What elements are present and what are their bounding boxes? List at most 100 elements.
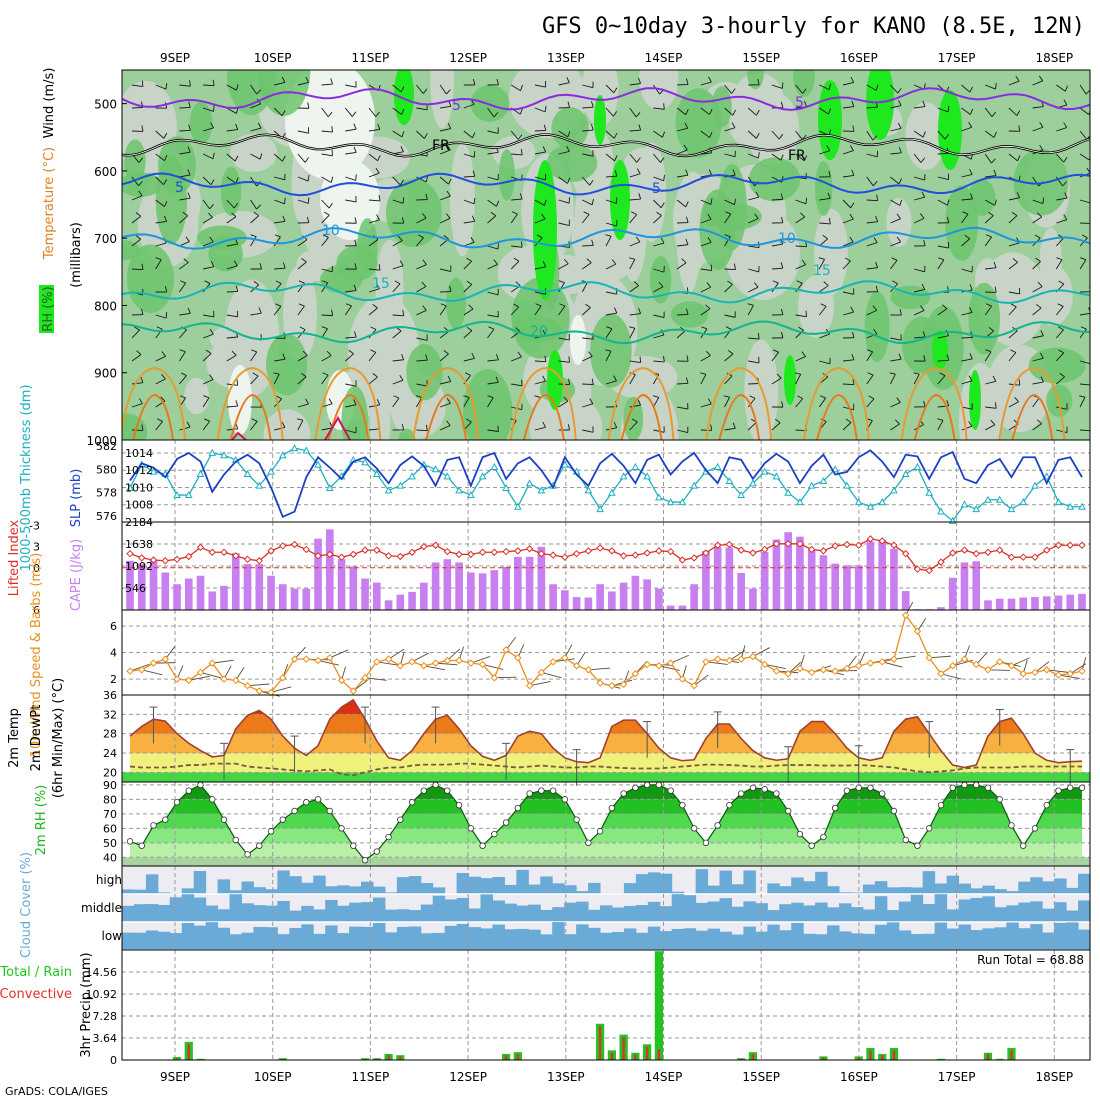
wind-barb-feather	[544, 199, 547, 206]
wind-barb	[842, 106, 854, 109]
wind-barb	[1056, 429, 1068, 434]
cloud-cover-bar	[815, 871, 828, 894]
wind-barb	[226, 243, 238, 247]
wind-barb-feather	[212, 79, 215, 86]
wind-barb	[439, 330, 450, 339]
wind-barb-feather	[733, 263, 736, 270]
wind-barb	[250, 421, 258, 431]
surface-wind-barb	[212, 659, 234, 664]
wind-barb	[1055, 329, 1064, 339]
wind-barb-feather	[472, 170, 476, 177]
li-point	[220, 548, 228, 556]
surface-wind-barb	[764, 664, 786, 669]
cloud-cover-bar	[337, 905, 350, 922]
li-point	[490, 548, 499, 556]
wind-barb	[866, 153, 878, 158]
wind-barb-feather	[638, 77, 642, 84]
rh-point	[831, 804, 839, 812]
thickness-point	[1042, 472, 1051, 480]
rh-point	[420, 787, 428, 794]
wind-barb	[534, 84, 546, 88]
top-day-label: 16SEP	[840, 51, 878, 65]
thickness-point	[843, 481, 851, 489]
wind-barb	[274, 176, 285, 181]
wind-barb	[463, 241, 475, 247]
thickness-point	[243, 469, 252, 477]
wind-barb	[511, 356, 522, 362]
cloud-cover-bar	[277, 934, 290, 950]
cloud-cover-bar	[1090, 891, 1100, 894]
wind-barb-feather	[179, 349, 186, 353]
cape-bar	[655, 588, 663, 610]
cloud-cover-bar	[922, 904, 936, 922]
cloud-cover-bar	[492, 900, 505, 922]
thickness-axis-label: 1000-500mb Thickness (dm)	[19, 384, 34, 571]
cape-bar	[995, 598, 1004, 610]
rh-point	[1020, 842, 1027, 849]
wind-barb	[771, 198, 783, 201]
wind-barb-feather	[994, 83, 997, 90]
cloud-cover-bar	[623, 905, 637, 922]
wind-barb-feather	[188, 101, 191, 108]
rh-point	[467, 825, 475, 832]
wind-barb-feather	[281, 110, 286, 116]
surface-wind-barb	[247, 683, 270, 687]
rh-mid-region	[623, 396, 644, 440]
wind-barb	[890, 105, 902, 109]
wind-barb	[250, 127, 262, 132]
wind-barb-feather	[138, 190, 143, 197]
wind-barb	[771, 377, 782, 385]
cloud-cover-bar	[1078, 900, 1090, 922]
cloud-cover-bar	[731, 934, 744, 950]
wind-barb-feather	[282, 353, 286, 360]
wind-barb-feather	[896, 236, 901, 243]
wind-barb	[890, 218, 901, 224]
wind-barb	[890, 358, 902, 362]
thickness-point	[290, 444, 299, 452]
cloud-cover-bar	[1066, 887, 1079, 894]
wind-barb	[1008, 197, 1020, 201]
wind-barb	[961, 268, 973, 273]
wind-barb	[274, 220, 286, 224]
wind-barb-feather	[164, 200, 168, 207]
wind-barb	[487, 397, 494, 408]
wind-barb	[866, 106, 878, 109]
axes: 5006007008009001000576578580582100810101…	[29, 69, 1091, 1067]
wind-barb	[155, 176, 164, 185]
wind-barb	[321, 199, 330, 209]
cloud-cover-bar	[193, 871, 207, 894]
rh-moist-region	[938, 90, 962, 170]
wind-barb	[747, 398, 756, 408]
wind-speed-point	[243, 681, 252, 690]
wind-barb	[226, 199, 235, 209]
wind-barb	[937, 420, 944, 431]
wind-barb	[534, 176, 546, 181]
wind-barb-feather	[1080, 257, 1087, 261]
rh-mid-region	[864, 290, 890, 362]
wind-barb-feather	[638, 307, 642, 314]
wind-barb	[890, 176, 900, 185]
wind-barb	[131, 195, 143, 201]
wind-speed-point	[655, 662, 663, 670]
wind-barb-feather	[251, 418, 258, 422]
rh-point	[314, 796, 322, 803]
wind-barb-feather	[611, 259, 617, 265]
wind-barb	[890, 241, 901, 247]
thickness-point	[173, 491, 181, 499]
rh-low-region	[430, 70, 454, 129]
cloud-cover-bar	[695, 869, 709, 894]
wind-barb-feather	[781, 401, 784, 408]
cape-bar	[372, 582, 381, 610]
cape-bar	[431, 562, 440, 610]
surface-wind-barb	[529, 681, 551, 687]
cloud-cover-bar	[958, 899, 971, 922]
wind-barb	[1008, 306, 1017, 316]
wind-barb-feather	[969, 284, 973, 291]
precip-tick-label: 0	[110, 1054, 117, 1067]
wind-barb-feather	[445, 213, 451, 219]
surface-wind-barb	[411, 652, 430, 663]
wind-barb-feather	[231, 350, 237, 356]
surface-wind-barb	[670, 654, 689, 664]
wind-barb-feather	[186, 421, 191, 428]
bottom-day-label: 18SEP	[1035, 1070, 1073, 1084]
